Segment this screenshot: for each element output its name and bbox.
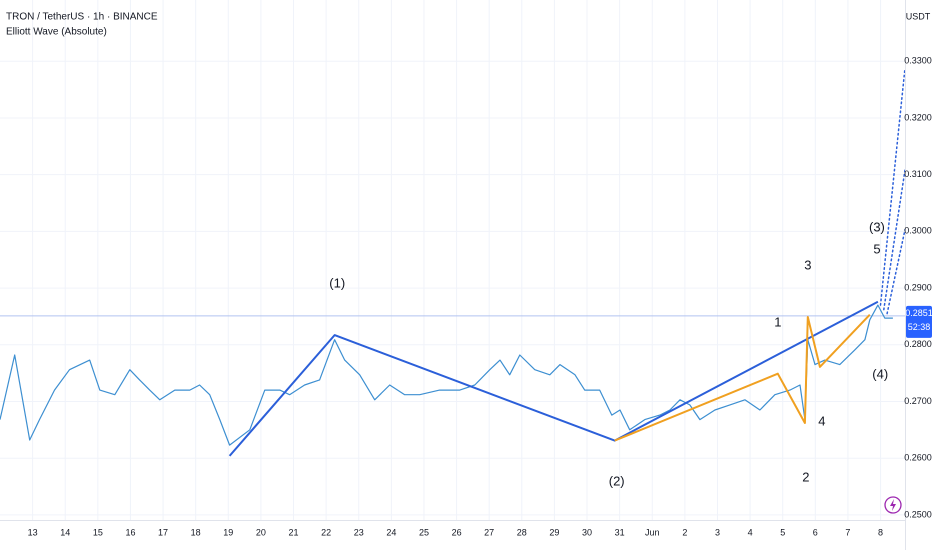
x-tick-label: 3 [715, 527, 720, 537]
x-tick-label: 6 [813, 527, 818, 537]
x-tick-label: 5 [780, 527, 785, 537]
y-tick-label: 0.2500 [904, 509, 932, 519]
wave-label: 5 [873, 242, 880, 257]
y-tick-label: 0.2600 [904, 453, 932, 463]
projection-line [886, 228, 906, 315]
grid [0, 0, 905, 520]
x-tick-label: 4 [748, 527, 753, 537]
currency-label: USDT [906, 11, 931, 21]
series-line [228, 300, 879, 457]
y-tick-label: 0.3100 [904, 169, 932, 179]
x-tick-label: 26 [452, 527, 462, 537]
x-tick-label: 8 [878, 527, 883, 537]
indicator-name: Elliott Wave (Absolute) [6, 27, 107, 38]
x-tick-label: 7 [845, 527, 850, 537]
x-tick-label: 28 [517, 527, 527, 537]
wave-label: (3) [869, 219, 885, 234]
symbol-title: TRON / TetherUS · 1h · BINANCE [6, 12, 158, 23]
wave-label: 3 [804, 257, 811, 272]
x-tick-label: 23 [354, 527, 364, 537]
y-tick-label: 0.3300 [904, 56, 932, 66]
x-tick-label: 17 [158, 527, 168, 537]
x-tick-label: 31 [615, 527, 625, 537]
x-tick-label: 27 [484, 527, 494, 537]
y-tick-label: 0.3200 [904, 112, 932, 122]
x-tick-label: 19 [223, 527, 233, 537]
price-tag-label: 0.2851 [905, 308, 932, 318]
x-tick-label: 29 [549, 527, 559, 537]
plot [0, 67, 906, 457]
x-tick-label: 20 [256, 527, 266, 537]
x-tick-label: 30 [582, 527, 592, 537]
price-tag [906, 305, 932, 338]
x-tick-label: 16 [125, 527, 135, 537]
x-tick-label: 24 [386, 527, 396, 537]
wave-label: (2) [609, 473, 625, 488]
y-tick-label: 0.2900 [904, 282, 932, 292]
y-tick-label: 0.2700 [904, 396, 932, 406]
y-tick-label: 0.2800 [904, 339, 932, 349]
x-tick-label: 25 [419, 527, 429, 537]
series-line [0, 304, 893, 446]
projection-line [879, 67, 906, 306]
x-tick-label: 21 [289, 527, 299, 537]
projection-line [883, 169, 906, 311]
y-tick-label: 0.3000 [904, 226, 932, 236]
series-line [614, 314, 871, 442]
x-tick-label: 14 [60, 527, 70, 537]
wave-label: (1) [329, 276, 345, 291]
wave-label: 2 [802, 469, 809, 484]
x-tick-label: 22 [321, 527, 331, 537]
wave-label: 4 [818, 413, 825, 428]
x-tick-label: 13 [28, 527, 38, 537]
wave-label: (4) [872, 366, 888, 381]
x-tick-label: 15 [93, 527, 103, 537]
x-tick-label: Jun [645, 527, 660, 537]
wave-label: 1 [774, 315, 781, 330]
lightning-icon[interactable] [884, 496, 902, 514]
x-tick-label: 18 [191, 527, 201, 537]
icon-bolt [890, 499, 896, 511]
x-tick-label: 2 [682, 527, 687, 537]
countdown-label: 52:38 [908, 322, 931, 332]
